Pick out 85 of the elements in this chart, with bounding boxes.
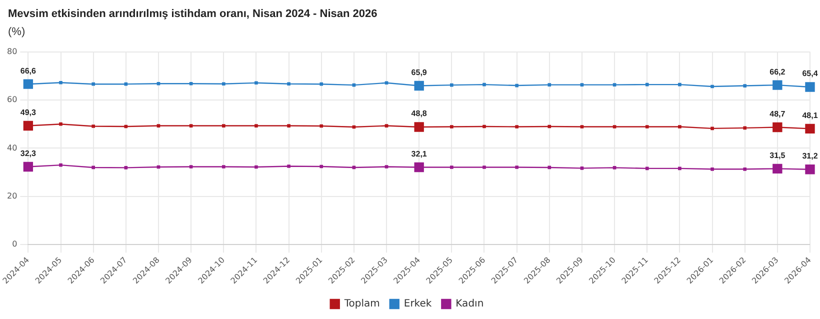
point [352,166,356,170]
point [645,82,649,86]
data-label: 48,8 [411,109,428,118]
y-tick-label: 40 [6,143,18,152]
data-label: 32,1 [411,149,428,158]
legend-label: Toplam [343,298,380,310]
point [645,125,649,128]
point [287,164,290,168]
point [189,82,193,86]
point [352,125,356,129]
point [450,83,454,87]
data-label: 31,2 [802,152,818,161]
point [92,124,95,128]
point [678,166,682,170]
point [222,124,226,128]
point [710,126,714,130]
point [222,165,226,168]
point [612,83,616,86]
y-tick-label: 20 [6,191,18,200]
point [710,167,714,171]
point [352,83,356,87]
point [189,165,193,168]
point [59,80,62,84]
point [156,124,160,128]
point [320,124,324,128]
chart-title: Mevsim etkisinden arındırılmış istihdam oranı, Nisan 2024 - Nisan 2026 [8,8,378,20]
point [320,164,324,168]
data-label: 48,1 [802,110,818,120]
data-label: 65,9 [411,68,428,77]
point [580,83,584,86]
point [254,165,258,169]
point [384,124,388,128]
point [548,83,552,86]
point [124,82,128,86]
point [124,124,128,128]
point [320,82,324,86]
data-label: 32,3 [20,148,37,158]
point [515,125,518,128]
data-label: 31,5 [770,150,786,160]
point [384,81,388,85]
point [482,82,486,86]
y-tick-label: 0 [12,240,18,249]
data-label: 66,6 [20,66,37,76]
point [515,84,518,88]
point [548,124,552,128]
point [580,125,584,128]
point [612,125,616,128]
point [189,124,193,128]
point [124,166,128,170]
point [156,165,160,169]
point [450,125,454,128]
y-tick-label: 60 [6,95,18,104]
point [287,124,290,128]
point [580,166,584,170]
point [612,166,616,170]
data-label: 66,2 [770,67,786,76]
point [743,84,747,88]
point [254,81,258,85]
point [384,165,388,168]
point [645,166,649,170]
point [92,82,95,86]
y-axis-title: (%) [8,26,26,38]
point [287,82,290,86]
point [710,84,714,88]
data-label: 48,7 [770,109,786,118]
y-tick-label: 80 [6,46,18,56]
point [482,124,486,128]
point [156,82,160,86]
point [743,167,747,171]
point [678,82,682,86]
legend-label: Kadın [456,298,484,310]
point [450,166,454,169]
data-label: 65,4 [802,69,818,78]
point [92,166,95,170]
point [254,124,258,128]
point [743,126,747,130]
point [548,166,552,170]
legend-label: Erkek [404,298,432,310]
point [59,122,62,126]
point [482,166,486,169]
point [59,163,62,167]
point [222,82,226,86]
point [678,125,682,128]
point [515,166,518,169]
data-label: 49,3 [20,108,37,117]
